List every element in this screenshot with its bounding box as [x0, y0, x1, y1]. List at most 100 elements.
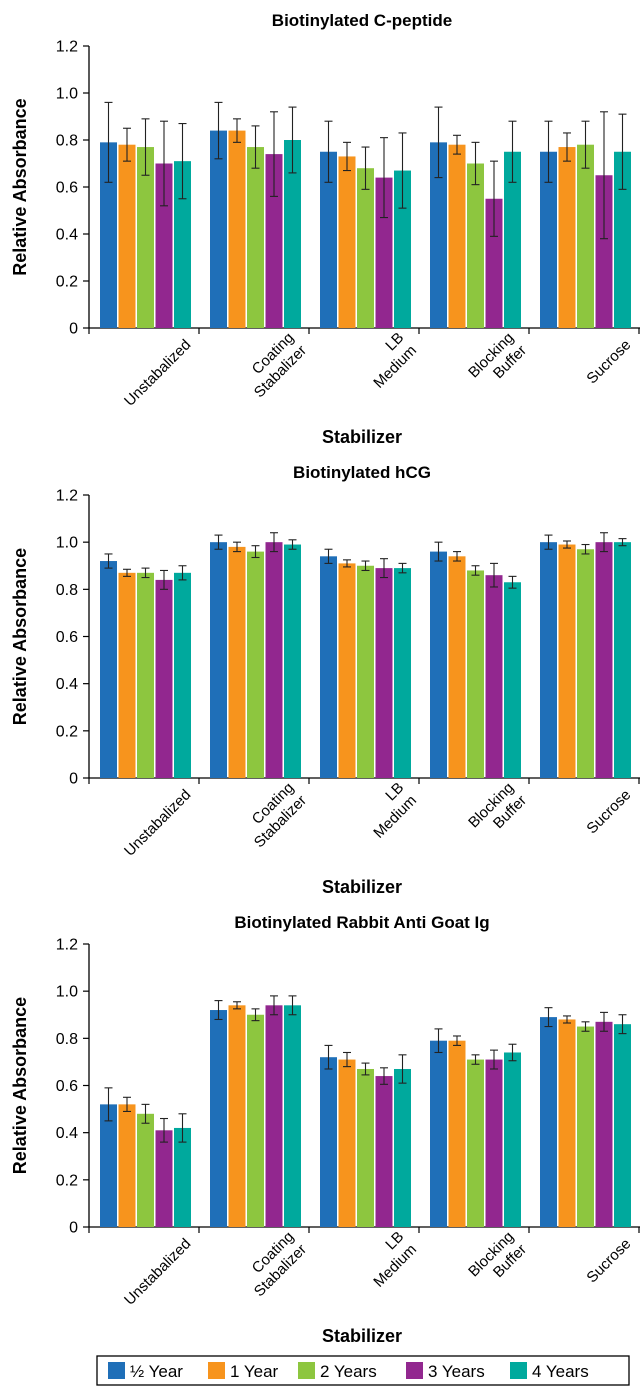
bar-3 [247, 1014, 264, 1227]
bar-3 [247, 551, 264, 778]
bar-5 [614, 151, 631, 328]
x-category-label: BlockingBuffer [465, 329, 530, 394]
bar-1 [100, 142, 117, 328]
legend-swatch [298, 1362, 315, 1379]
bar-2 [338, 1059, 356, 1227]
bar-1 [430, 142, 447, 328]
legend-swatch [510, 1362, 527, 1379]
x-axis-title: Stabilizer [322, 877, 402, 897]
bar-2 [448, 1040, 466, 1227]
x-category-label: Sucrose [583, 336, 634, 387]
legend: ½ Year 1 Year 2 Years 3 Years 4 Years [96, 1355, 630, 1386]
bar-1 [210, 130, 227, 328]
x-category-label-line: Sucrose [583, 1235, 634, 1286]
chart-title: Biotinylated Rabbit Anti Goat Ig [234, 913, 489, 932]
bar-2 [338, 156, 356, 328]
x-category-label: Unstabalized [121, 1235, 194, 1308]
y-tick-label: 0.4 [56, 227, 78, 244]
bar-1 [100, 561, 117, 778]
legend-label: 4 Years [532, 1362, 589, 1381]
x-category-label: LBMedium [358, 779, 420, 841]
bar-5 [504, 1052, 521, 1227]
bar-1 [100, 1104, 117, 1227]
chart-panel-1: Biotinylated C-peptide 0 0.2 0.4 0.6 0.8 1.0 1.… [10, 11, 640, 447]
x-category-label: CoatingStabalizer [238, 1228, 310, 1300]
bar-2 [228, 130, 246, 328]
x-category-label: LBMedium [358, 329, 420, 391]
bar-3 [357, 1068, 374, 1227]
bar-2 [448, 144, 466, 328]
x-axis-title: Stabilizer [322, 427, 402, 447]
x-category-label: CoatingStabalizer [238, 329, 310, 401]
y-tick-label: 0.2 [56, 723, 78, 740]
bar-3 [467, 570, 484, 778]
chart-title: Biotinylated C-peptide [272, 11, 452, 30]
bar-1 [430, 551, 447, 778]
y-axis-title: Relative Absorbance [10, 997, 30, 1174]
bar-2 [338, 563, 356, 778]
bar-1 [540, 542, 557, 778]
x-category-label-line: Unstabalized [121, 336, 194, 409]
x-axis-title: Stabilizer [322, 1326, 402, 1346]
bar-2 [118, 1104, 136, 1227]
bar-4 [595, 1021, 613, 1227]
bar-5 [284, 1005, 301, 1227]
bar-4 [375, 1076, 393, 1227]
y-tick-label: 0.8 [56, 1031, 78, 1048]
bar-5 [614, 542, 631, 778]
bar-3 [467, 163, 484, 328]
bar-5 [394, 1068, 411, 1227]
bar-5 [394, 170, 411, 328]
x-category-label: BlockingBuffer [465, 1228, 530, 1293]
bar-1 [320, 151, 337, 328]
y-tick-label: 0.8 [56, 133, 78, 150]
y-tick-label: 0.2 [56, 274, 78, 291]
x-category-label: LBMedium [358, 1228, 420, 1290]
bar-4 [265, 154, 283, 328]
x-category-label-line: Sucrose [583, 336, 634, 387]
bar-5 [394, 568, 411, 778]
bar-5 [284, 140, 301, 328]
y-tick-label: 1.0 [56, 535, 78, 552]
y-tick-label: 1.2 [56, 937, 78, 954]
y-tick-label: 0.4 [56, 676, 78, 693]
x-category-label: Sucrose [583, 1235, 634, 1286]
chart-panel-2: Biotinylated hCG 0 0.2 0.4 0.6 0.8 1.0 1.2 Relat… [10, 463, 640, 897]
bar-5 [174, 161, 191, 328]
x-category-label: Unstabalized [121, 786, 194, 859]
legend-swatch [208, 1362, 225, 1379]
x-category-label-line: Sucrose [583, 786, 634, 837]
bar-4 [485, 575, 503, 778]
bar-3 [247, 147, 264, 328]
bar-3 [137, 147, 154, 328]
bar-3 [577, 549, 594, 778]
chart-panel-3: Biotinylated Rabbit Anti Goat Ig 0 0.2 0.4 0… [10, 913, 640, 1346]
bar-3 [137, 1113, 154, 1227]
bar-4 [155, 579, 173, 778]
bar-3 [467, 1059, 484, 1227]
x-category-label: Unstabalized [121, 336, 194, 409]
x-category-label-line: Unstabalized [121, 786, 194, 859]
y-tick-label: 1.2 [56, 488, 78, 505]
bar-4 [485, 198, 503, 328]
legend-swatch [406, 1362, 423, 1379]
y-tick-label: 1.0 [56, 86, 78, 103]
bar-2 [448, 556, 466, 778]
legend-swatch [108, 1362, 125, 1379]
y-tick-label: 0.6 [56, 180, 78, 197]
bar-1 [210, 542, 227, 778]
y-tick-label: 0.4 [56, 1125, 78, 1142]
bar-2 [118, 144, 136, 328]
y-tick-label: 0 [69, 321, 78, 338]
bar-5 [504, 582, 521, 778]
bar-1 [540, 151, 557, 328]
bar-3 [137, 572, 154, 778]
bar-4 [485, 1059, 503, 1227]
bar-2 [228, 546, 246, 778]
bar-5 [504, 151, 521, 328]
y-tick-label: 0.6 [56, 1078, 78, 1095]
bar-4 [595, 542, 613, 778]
bar-5 [284, 544, 301, 778]
bar-4 [155, 163, 173, 328]
bar-1 [540, 1017, 557, 1227]
